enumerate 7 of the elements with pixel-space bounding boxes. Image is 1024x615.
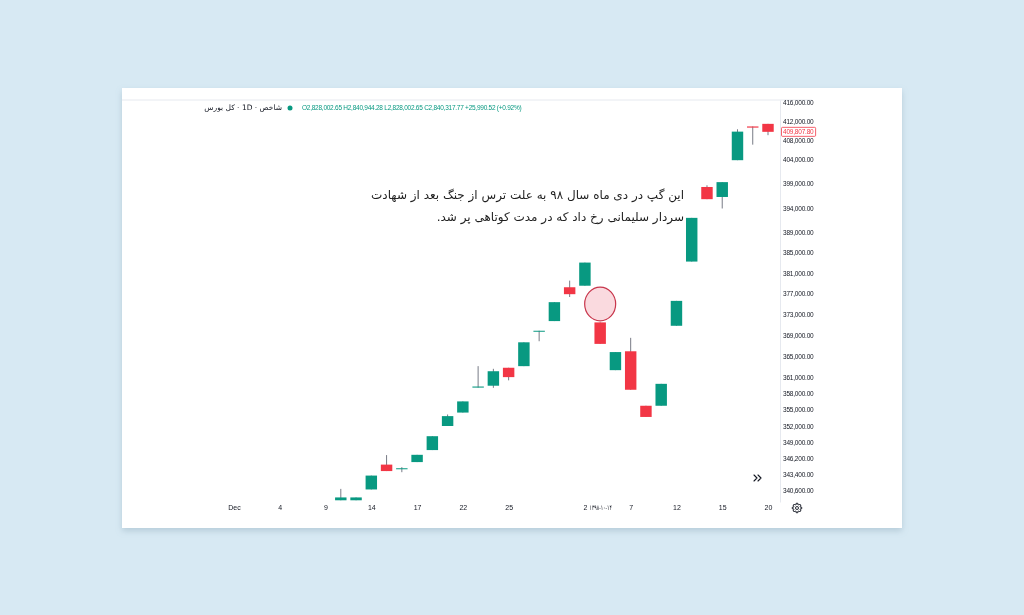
candlestick [533, 330, 545, 342]
candlestick [472, 365, 484, 389]
candlestick [594, 321, 606, 345]
annotation: این گپ در دی ماه سال ۹۸ به علت ترس از جنگ بعد از شهادت سردار سلیمانی رخ داد که در مدت کوتاهی پر شد. [370, 187, 684, 226]
candlestick [716, 181, 728, 209]
candlestick [487, 368, 500, 389]
candlestick [747, 125, 759, 146]
